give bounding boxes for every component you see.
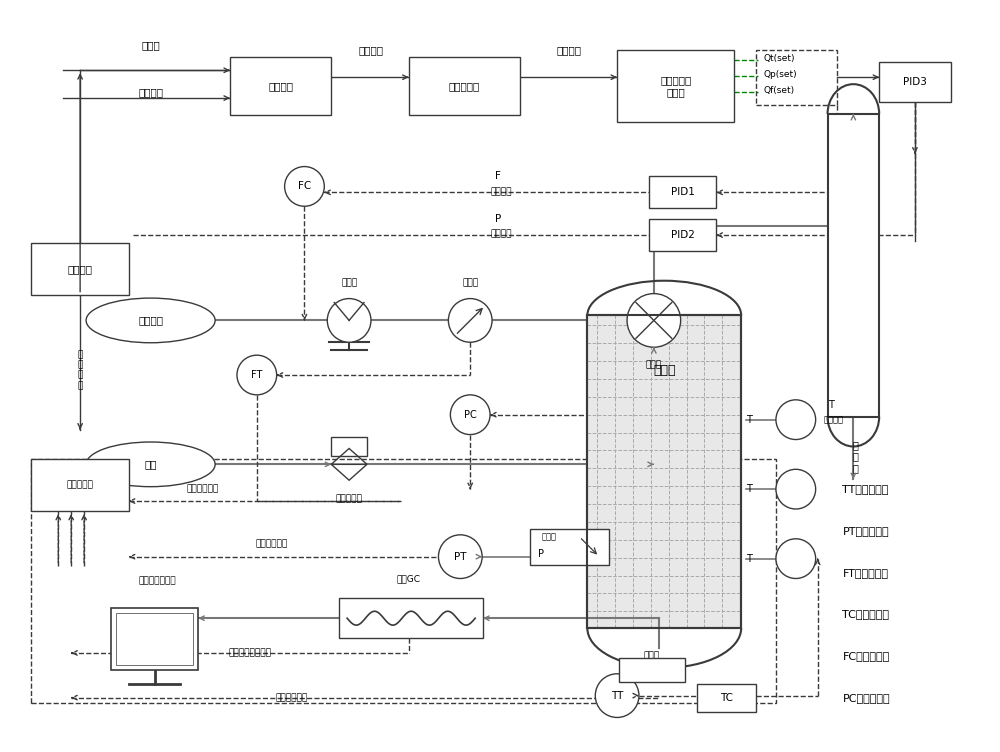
Text: FC: FC [298,181,311,192]
FancyBboxPatch shape [619,658,685,682]
Circle shape [595,674,639,717]
Text: 实时数据库: 实时数据库 [67,481,94,490]
Text: PID3: PID3 [903,77,927,87]
FancyBboxPatch shape [649,219,716,251]
Text: 流量数据上传: 流量数据上传 [186,484,218,493]
Text: 压力数据上传: 压力数据上传 [256,539,288,548]
Text: PT: PT [454,552,467,562]
FancyBboxPatch shape [697,684,756,711]
Text: 动态调节: 动态调节 [490,187,512,196]
Text: TT: TT [611,690,623,701]
Text: 调压器: 调压器 [644,651,660,660]
FancyBboxPatch shape [649,177,716,208]
Text: T: T [828,400,833,410]
Circle shape [450,395,490,435]
Text: FT: FT [251,370,262,380]
Text: FC：流量控制: FC：流量控制 [842,651,890,661]
Text: 数据上传: 数据上传 [358,45,383,56]
Text: 智能体优化
控制器: 智能体优化 控制器 [660,75,691,97]
FancyBboxPatch shape [409,57,520,115]
Text: 进料泵: 进料泵 [341,278,357,287]
Text: T: T [746,414,752,425]
FancyBboxPatch shape [617,50,734,122]
FancyBboxPatch shape [230,57,331,115]
Text: 四通阀: 四通阀 [646,360,662,369]
Text: 汽
化
器: 汽 化 器 [852,440,858,473]
Circle shape [237,355,277,395]
Text: TT：温度变送: TT：温度变送 [842,484,889,494]
Ellipse shape [86,298,215,343]
Circle shape [285,166,324,206]
FancyBboxPatch shape [339,599,483,638]
Text: Qp(set): Qp(set) [763,70,797,79]
Text: T: T [746,484,752,494]
Text: 流量计: 流量计 [462,278,478,287]
Circle shape [438,535,482,578]
Text: PT：压力变送: PT：压力变送 [842,526,889,536]
FancyBboxPatch shape [111,608,198,670]
Text: FT：流量变送: FT：流量变送 [842,568,888,578]
Text: 实时工况: 实时工况 [68,264,93,274]
Circle shape [776,469,816,509]
Circle shape [327,299,371,342]
FancyBboxPatch shape [879,62,951,102]
Text: 流量控制阀: 流量控制阀 [336,495,363,504]
Text: PID2: PID2 [671,230,695,240]
Text: 工况识别: 工况识别 [138,87,163,97]
FancyBboxPatch shape [331,437,367,456]
Bar [587,315,741,628]
Text: 温度数据上传: 温度数据上传 [275,693,308,702]
Text: 反应器: 反应器 [653,363,676,377]
Text: 初始化: 初始化 [141,41,160,50]
Bar [587,315,741,628]
FancyBboxPatch shape [31,243,129,295]
Text: 成分分析数据上传: 成分分析数据上传 [228,648,271,657]
Text: 在线GC: 在线GC [397,574,421,583]
Text: Qt(set): Qt(set) [763,54,795,63]
Text: PID1: PID1 [671,187,695,197]
Circle shape [776,538,816,578]
Text: TC: TC [720,693,733,702]
Text: F: F [495,171,501,181]
FancyBboxPatch shape [530,529,609,565]
Circle shape [776,400,816,439]
Text: 历史数据库: 历史数据库 [449,81,480,91]
Bar [828,114,879,417]
Text: 动态调节: 动态调节 [824,415,844,424]
Text: 自检系统: 自检系统 [268,81,293,91]
Text: 甲醇原料: 甲醇原料 [138,315,163,326]
Text: 压力表: 压力表 [542,532,557,541]
Circle shape [627,293,681,347]
Text: TC：温度控制: TC：温度控制 [842,609,889,619]
Text: 参
考
变
量: 参 考 变 量 [77,350,83,390]
Ellipse shape [86,442,215,487]
Text: 氮气: 氮气 [144,459,157,469]
Text: T: T [746,553,752,564]
Text: 数据采集和处理: 数据采集和处理 [139,576,176,585]
Text: PC：压力控制: PC：压力控制 [842,693,890,702]
Text: 知识引导: 知识引导 [557,45,582,56]
Text: P: P [495,214,501,224]
Text: PC: PC [464,410,477,420]
FancyBboxPatch shape [31,459,129,511]
FancyBboxPatch shape [116,613,193,665]
Circle shape [448,299,492,342]
Text: 动态调节: 动态调节 [490,229,512,238]
Text: Qf(set): Qf(set) [763,86,794,95]
Text: P: P [538,549,544,559]
